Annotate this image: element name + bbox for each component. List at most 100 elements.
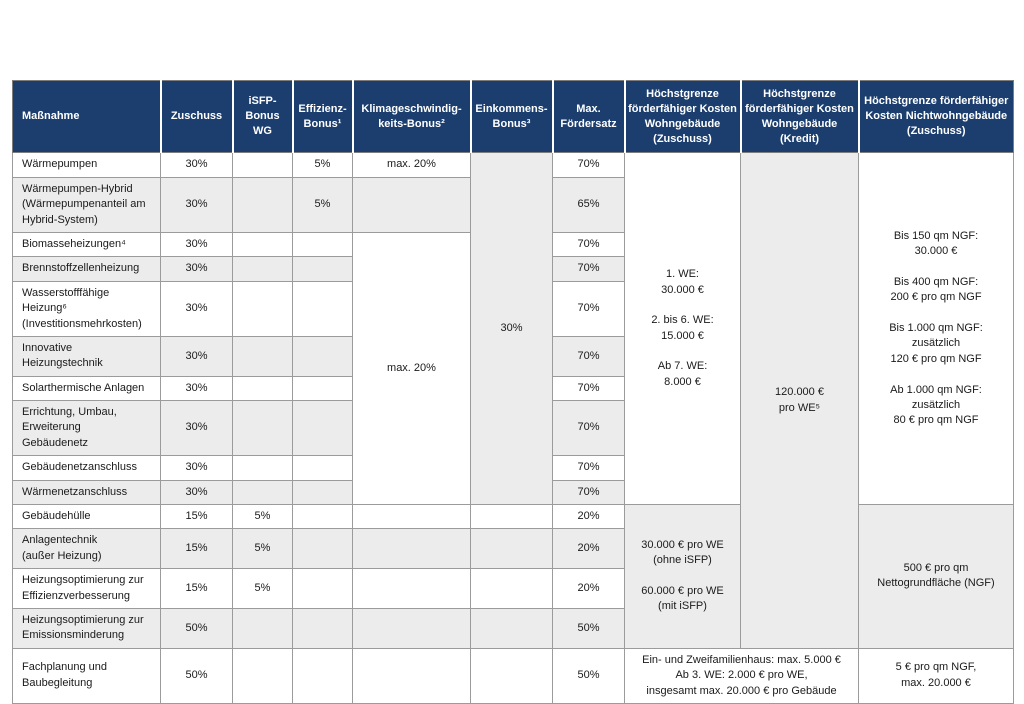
column-header-max-foerdersatz: Max. Fördersatz [551,79,626,154]
table-cell: 50% [552,647,625,704]
table-row: Wärmenetzanschluss 30% 70% [12,479,1014,506]
table-cell [292,568,353,609]
table-cell: 30% [160,280,233,337]
cell-massnahme: Heizungsoptimierung zur Effizienzverbess… [12,568,161,609]
table-cell [292,335,353,377]
table-cell [292,504,353,530]
table-cell [352,528,471,570]
table-cell [292,455,353,481]
table-body: Wärmepumpen 30% 5% max. 20% 30% 70% 1. WE: 30.… [12,152,1014,704]
table-cell: 50% [552,607,625,649]
table-row: Gebäudenetzanschluss 30% 70% [12,455,1014,481]
table-cell: 70% [552,400,625,457]
table-cell [352,647,471,704]
table-cell [232,400,293,457]
table-cell: 20% [552,568,625,609]
table-cell: 70% [552,455,625,481]
table-cell [292,479,353,506]
table-cell [232,479,293,506]
table-header-row: Maßnahme Zuschuss iSFP- Bonus WG Effizie… [12,79,1014,154]
column-header-zuschuss: Zuschuss [159,79,234,154]
table-cell [232,647,293,704]
table-cell [352,568,471,609]
table-cell: 5% [232,528,293,570]
cell-einkommens-bonus-merged: 30% [470,152,553,506]
cell-massnahme: Wärmepumpen-Hybrid (Wärmepumpenanteil am… [12,176,161,233]
table-cell: 65% [552,176,625,233]
table-row: Solarthermische Anlagen 30% 70% [12,375,1014,402]
table-row: Errichtung, Umbau, Erweiterung Gebäudene… [12,400,1014,457]
table-cell: 50% [160,647,233,704]
cell-massnahme: Innovative Heizungstechnik [12,335,161,377]
table-cell: 70% [552,375,625,402]
table-cell: 70% [552,256,625,282]
table-row: Wärmepumpen-Hybrid (Wärmepumpenanteil am… [12,176,1014,233]
table-row: Wasserstofffähige Heizung⁶ (Investitions… [12,280,1014,337]
table-cell [292,607,353,649]
table-cell: 20% [552,528,625,570]
table-cell [352,607,471,649]
cell-hoechstgrenze-wg-kredit: 120.000 € pro WE⁵ [740,152,859,649]
table-row: Brennstoffzellenheizung 30% 70% [12,256,1014,282]
column-header-hoechstgrenze-wg-kredit: Höchstgrenze förderfähiger Kosten Wohnge… [739,79,860,154]
table-cell [292,647,353,704]
table-cell [232,375,293,402]
table-row: Heizungsoptimierung zur Effizienzverbess… [12,568,1014,609]
table-cell [470,607,553,649]
cell-massnahme: Errichtung, Umbau, Erweiterung Gebäudene… [12,400,161,457]
table-cell: 5% [232,568,293,609]
column-header-effizienz-bonus: Effizienz- Bonus¹ [291,79,354,154]
table-cell: 50% [160,607,233,649]
foerder-table: Maßnahme Zuschuss iSFP- Bonus WG Effizie… [12,79,1014,704]
table-cell [292,280,353,337]
cell-massnahme: Biomasseheizungen⁴ [12,231,161,258]
column-header-massnahme: Maßnahme [12,79,162,154]
table-cell [470,568,553,609]
table-cell [292,528,353,570]
table-cell: 30% [160,479,233,506]
table-cell [232,455,293,481]
table-row: Heizungsoptimierung zur Emissionsminderu… [12,607,1014,649]
table-cell: 30% [160,176,233,233]
cell-hoechstgrenze-nwg-effizienz: 500 € pro qm Nettogrundfläche (NGF) [858,504,1014,649]
table-cell: 70% [552,280,625,337]
table-cell: 70% [552,152,625,178]
table-cell [232,256,293,282]
table-cell [292,256,353,282]
cell-massnahme: Wasserstofffähige Heizung⁶ (Investitions… [12,280,161,337]
table-cell [470,528,553,570]
column-header-hoechstgrenze-nwg-zuschuss: Höchstgrenze förderfähiger Kosten Nichtw… [857,79,1014,154]
cell-massnahme: Fachplanung und Baubegleitung [12,647,161,704]
table-cell: 30% [160,455,233,481]
table-cell: 15% [160,504,233,530]
table-cell [470,647,553,704]
column-header-einkommens-bonus: Einkommens- Bonus³ [469,79,554,154]
cell-massnahme: Anlagentechnik (außer Heizung) [12,528,161,570]
cell-massnahme: Heizungsoptimierung zur Emissionsminderu… [12,607,161,649]
table-row: Wärmepumpen 30% 5% max. 20% 30% 70% 1. WE: 30.… [12,152,1014,649]
column-header-klimageschwindigkeits-bonus: Klimageschwindig- keits-Bonus² [351,79,472,154]
table-cell: 5% [292,152,353,178]
table-cell [292,231,353,258]
cell-massnahme: Gebäudehülle [12,504,161,530]
cell-hoechstgrenze-wg-fachplanung: Ein- und Zweifamilienhaus: max. 5.000 € … [624,647,859,704]
table-cell [292,400,353,457]
table-cell: 30% [160,256,233,282]
table-cell: 15% [160,568,233,609]
table-cell [232,152,293,178]
table-cell [232,231,293,258]
foerder-table-container: Maßnahme Zuschuss iSFP- Bonus WG Effizie… [12,79,1014,704]
cell-hoechstgrenze-nwg-fachplanung: 5 € pro qm NGF, max. 20.000 € [858,647,1014,704]
table-cell [470,504,553,530]
table-row: Innovative Heizungstechnik 30% 70% [12,335,1014,377]
table-cell: 30% [160,335,233,377]
cell-massnahme: Gebäudenetzanschluss [12,455,161,481]
table-cell: 30% [160,231,233,258]
table-row: Anlagentechnik (außer Heizung) 15% 5% 20% [12,528,1014,570]
table-cell: 70% [552,479,625,506]
cell-klimageschwindigkeits-bonus-merged: max. 20% [352,231,471,506]
table-cell: 70% [552,231,625,258]
table-cell: 15% [160,528,233,570]
table-row: Gebäudehülle 15% 5% 20% 30.000 € pro WE (ohn… [12,504,1014,649]
table-cell [232,176,293,233]
